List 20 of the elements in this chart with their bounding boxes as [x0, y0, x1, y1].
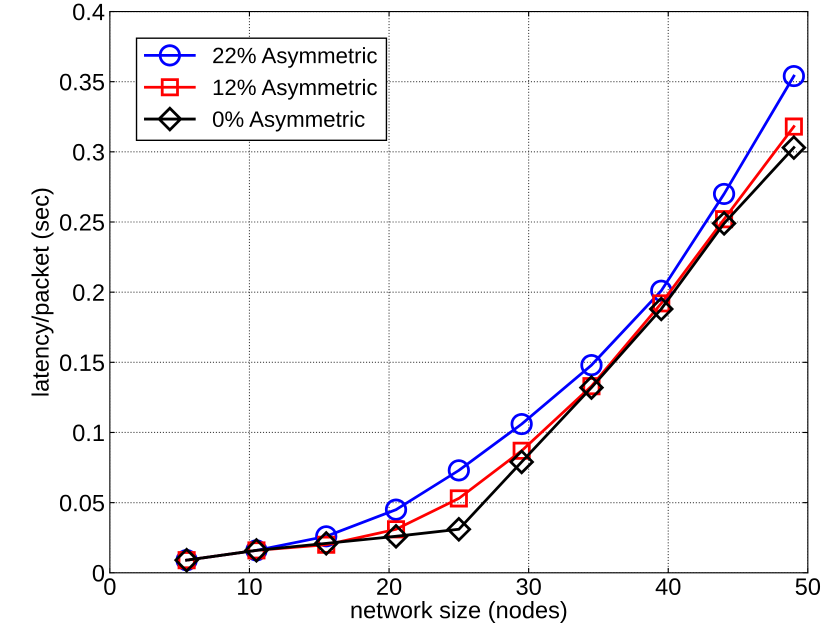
- x-tick-label: 10: [238, 578, 262, 596]
- y-tick-label: 0.25: [60, 214, 104, 231]
- x-tick-label: 50: [796, 578, 820, 596]
- x-tick-label: 40: [656, 578, 680, 596]
- y-tick-label: 0.15: [60, 354, 104, 372]
- y-axis-title: latency/packet (sec): [31, 188, 54, 396]
- y-tick-label: 0.3: [73, 144, 104, 161]
- y-tick-label: 0: [92, 564, 104, 582]
- x-tick-label: 0: [104, 578, 116, 596]
- y-tick-label: 0.4: [73, 4, 104, 20]
- legend-label: 0% Asymmetric: [212, 110, 365, 132]
- legend-label: 22% Asymmetric: [213, 47, 377, 68]
- y-tick-label: 0.2: [73, 284, 104, 301]
- y-tick-label: 0.05: [60, 494, 104, 512]
- y-tick-label: 0.1: [73, 424, 104, 442]
- x-tick-label: 30: [516, 578, 541, 596]
- x-axis-title: network size (nodes): [352, 601, 566, 624]
- x-tick-label: 20: [377, 578, 402, 596]
- y-tick-label: 0.35: [60, 74, 104, 90]
- legend-label: 12% Asymmetric: [214, 78, 377, 100]
